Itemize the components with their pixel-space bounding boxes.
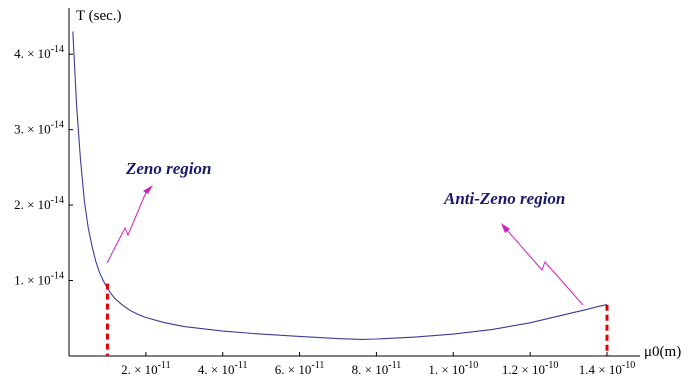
anti-zeno-arrow — [505, 228, 584, 306]
x-ticks: 2. × 10-11 4. × 10-11 6. × 10-11 8. × 10-11… — [121, 352, 635, 377]
y-tick-label: 4. × 10-14 — [14, 44, 64, 61]
x-tick-label: 6. × 10-11 — [275, 360, 325, 377]
x-tick-label: 4. × 10-11 — [198, 360, 248, 377]
y-tick-label: 2. × 10-14 — [14, 195, 64, 212]
anti-zeno-region-label: Anti-Zeno region — [443, 189, 565, 208]
anti-zeno-arrowhead — [501, 223, 510, 233]
x-tick-label: 2. × 10-11 — [121, 360, 171, 377]
y-ticks: 1. × 10-14 2. × 10-14 3. × 10-14 4. × 10-14 — [14, 44, 73, 288]
marker-layer — [105, 283, 609, 356]
x-tick-label: 1.2 × 10-10 — [502, 360, 558, 377]
x-tick-label: 1. × 10-10 — [428, 360, 478, 377]
y-axis-label: T (sec.) — [76, 8, 122, 24]
x-tick-label: 1.4 × 10-10 — [579, 360, 635, 377]
y-tick-label: 3. × 10-14 — [14, 120, 64, 137]
x-axis-label: μ0(m) — [644, 344, 681, 360]
x-tick-label: 8. × 10-11 — [352, 360, 402, 377]
zeno-region-label: Zeno region — [125, 159, 211, 178]
series-line — [72, 31, 608, 340]
zeno-arrow — [106, 189, 148, 264]
y-tick-label: 1. × 10-14 — [14, 271, 64, 288]
series-layer — [72, 31, 608, 340]
zeno-arrowhead — [143, 185, 153, 194]
